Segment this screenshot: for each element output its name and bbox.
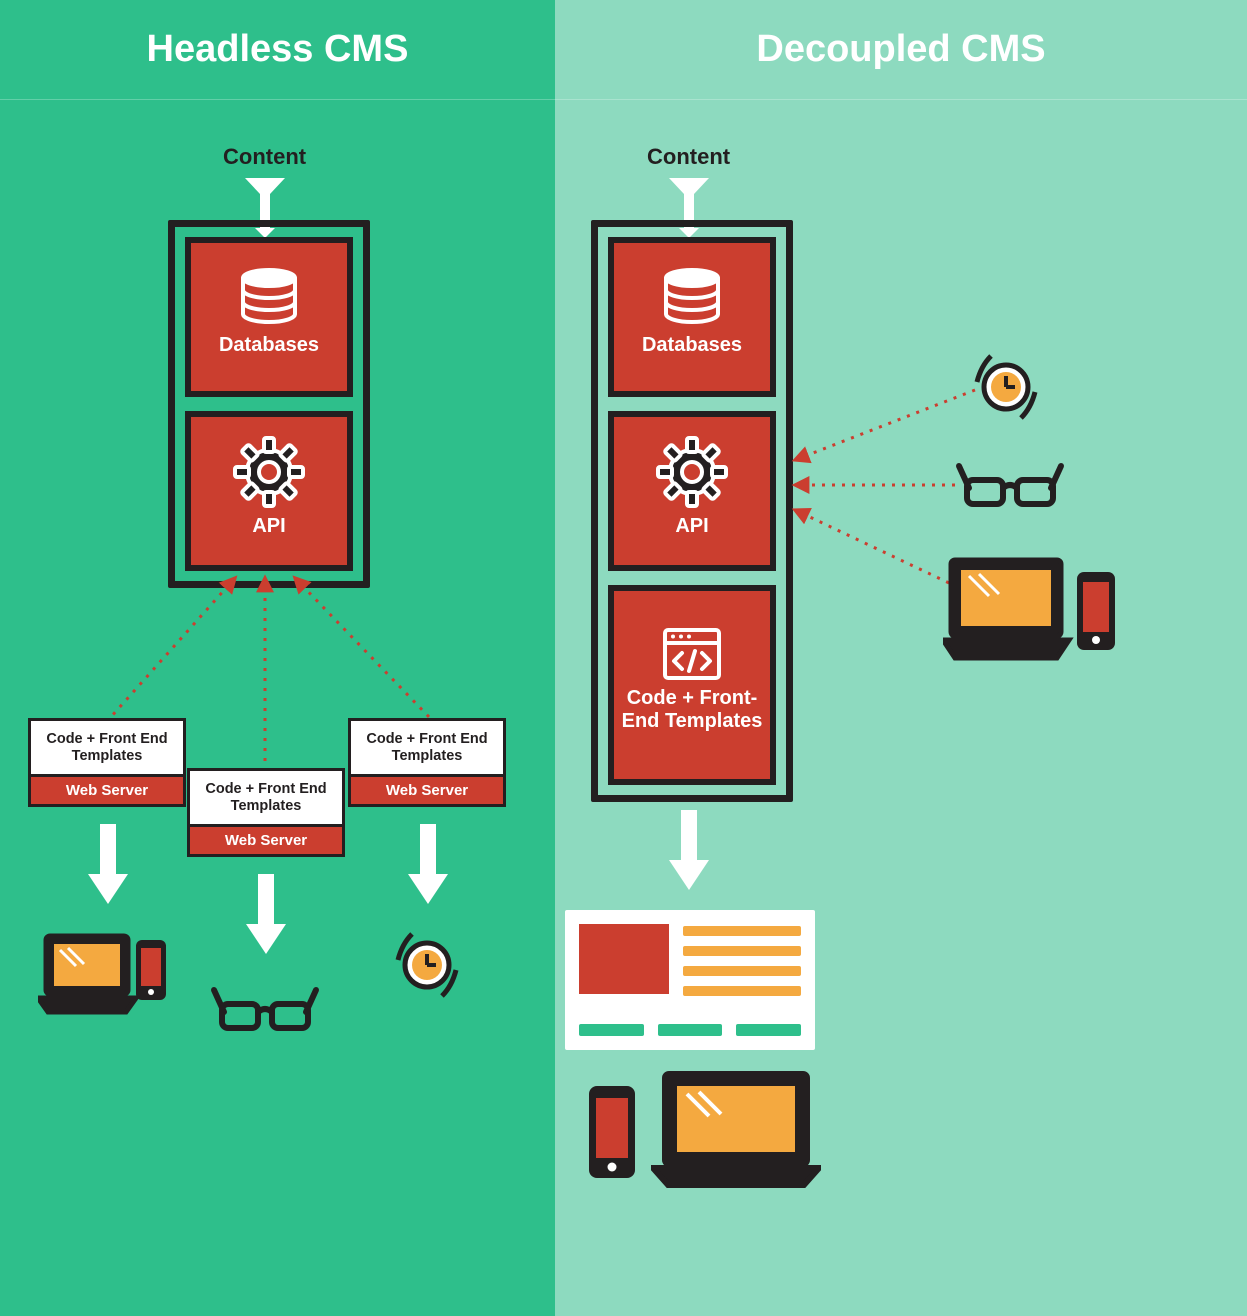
content-label-right: Content: [647, 144, 730, 170]
down-arrow-icon: [246, 874, 286, 954]
webserver-3-bottom: Web Server: [351, 774, 503, 804]
webserver-1-bottom: Web Server: [31, 774, 183, 804]
webserver-card-2: Code + Front End Templates Web Server: [187, 768, 345, 857]
website-footer-blocks: [579, 1024, 801, 1036]
templates-label-r: Code + Front-End Templates: [614, 687, 770, 743]
gear-icon: [232, 435, 306, 509]
api-label-r: API: [669, 515, 714, 548]
gear-icon: [655, 435, 729, 509]
website-hero-block: [579, 924, 669, 994]
down-arrow-icon: [88, 824, 128, 904]
decoupled-column: Decoupled CMS Content Databases: [555, 0, 1247, 1316]
glasses-icon: [210, 980, 320, 1040]
funnel-icon: [667, 176, 711, 210]
headless-column: Headless CMS Content Databa: [0, 0, 555, 1316]
api-box: API: [185, 411, 353, 571]
api-label: API: [246, 515, 291, 548]
down-arrow-icon: [669, 810, 709, 890]
decoupled-title: Decoupled CMS: [555, 0, 1247, 100]
laptop-phone-icon: [943, 554, 1123, 664]
smartwatch-icon: [971, 352, 1041, 422]
databases-label: Databases: [213, 334, 325, 367]
templates-box-r: Code + Front-End Templates: [608, 585, 776, 785]
database-icon: [657, 268, 727, 328]
smartwatch-icon: [392, 930, 462, 1000]
website-mock: [565, 910, 815, 1050]
down-arrow-icon: [408, 824, 448, 904]
webserver-card-1: Code + Front End Templates Web Server: [28, 718, 186, 807]
code-window-icon: [662, 627, 722, 681]
smartphone-icon: [587, 1084, 637, 1180]
databases-box-r: Databases: [608, 237, 776, 397]
headless-backend-frame: Databases: [168, 220, 370, 588]
database-icon: [234, 268, 304, 328]
laptop-phone-icon: [38, 930, 168, 1020]
webserver-card-3: Code + Front End Templates Web Server: [348, 718, 506, 807]
databases-box: Databases: [185, 237, 353, 397]
webserver-1-top: Code + Front End Templates: [31, 721, 183, 774]
api-box-r: API: [608, 411, 776, 571]
headless-title: Headless CMS: [0, 0, 555, 100]
webserver-3-top: Code + Front End Templates: [351, 721, 503, 774]
webserver-2-bottom: Web Server: [190, 824, 342, 854]
webserver-2-top: Code + Front End Templates: [190, 771, 342, 824]
databases-label-r: Databases: [636, 334, 748, 367]
laptop-icon: [651, 1068, 821, 1188]
funnel-icon: [243, 176, 287, 210]
glasses-icon: [955, 456, 1065, 516]
website-text-lines: [683, 924, 801, 1036]
content-label-left: Content: [223, 144, 306, 170]
decoupled-backend-frame: Databases: [591, 220, 793, 802]
